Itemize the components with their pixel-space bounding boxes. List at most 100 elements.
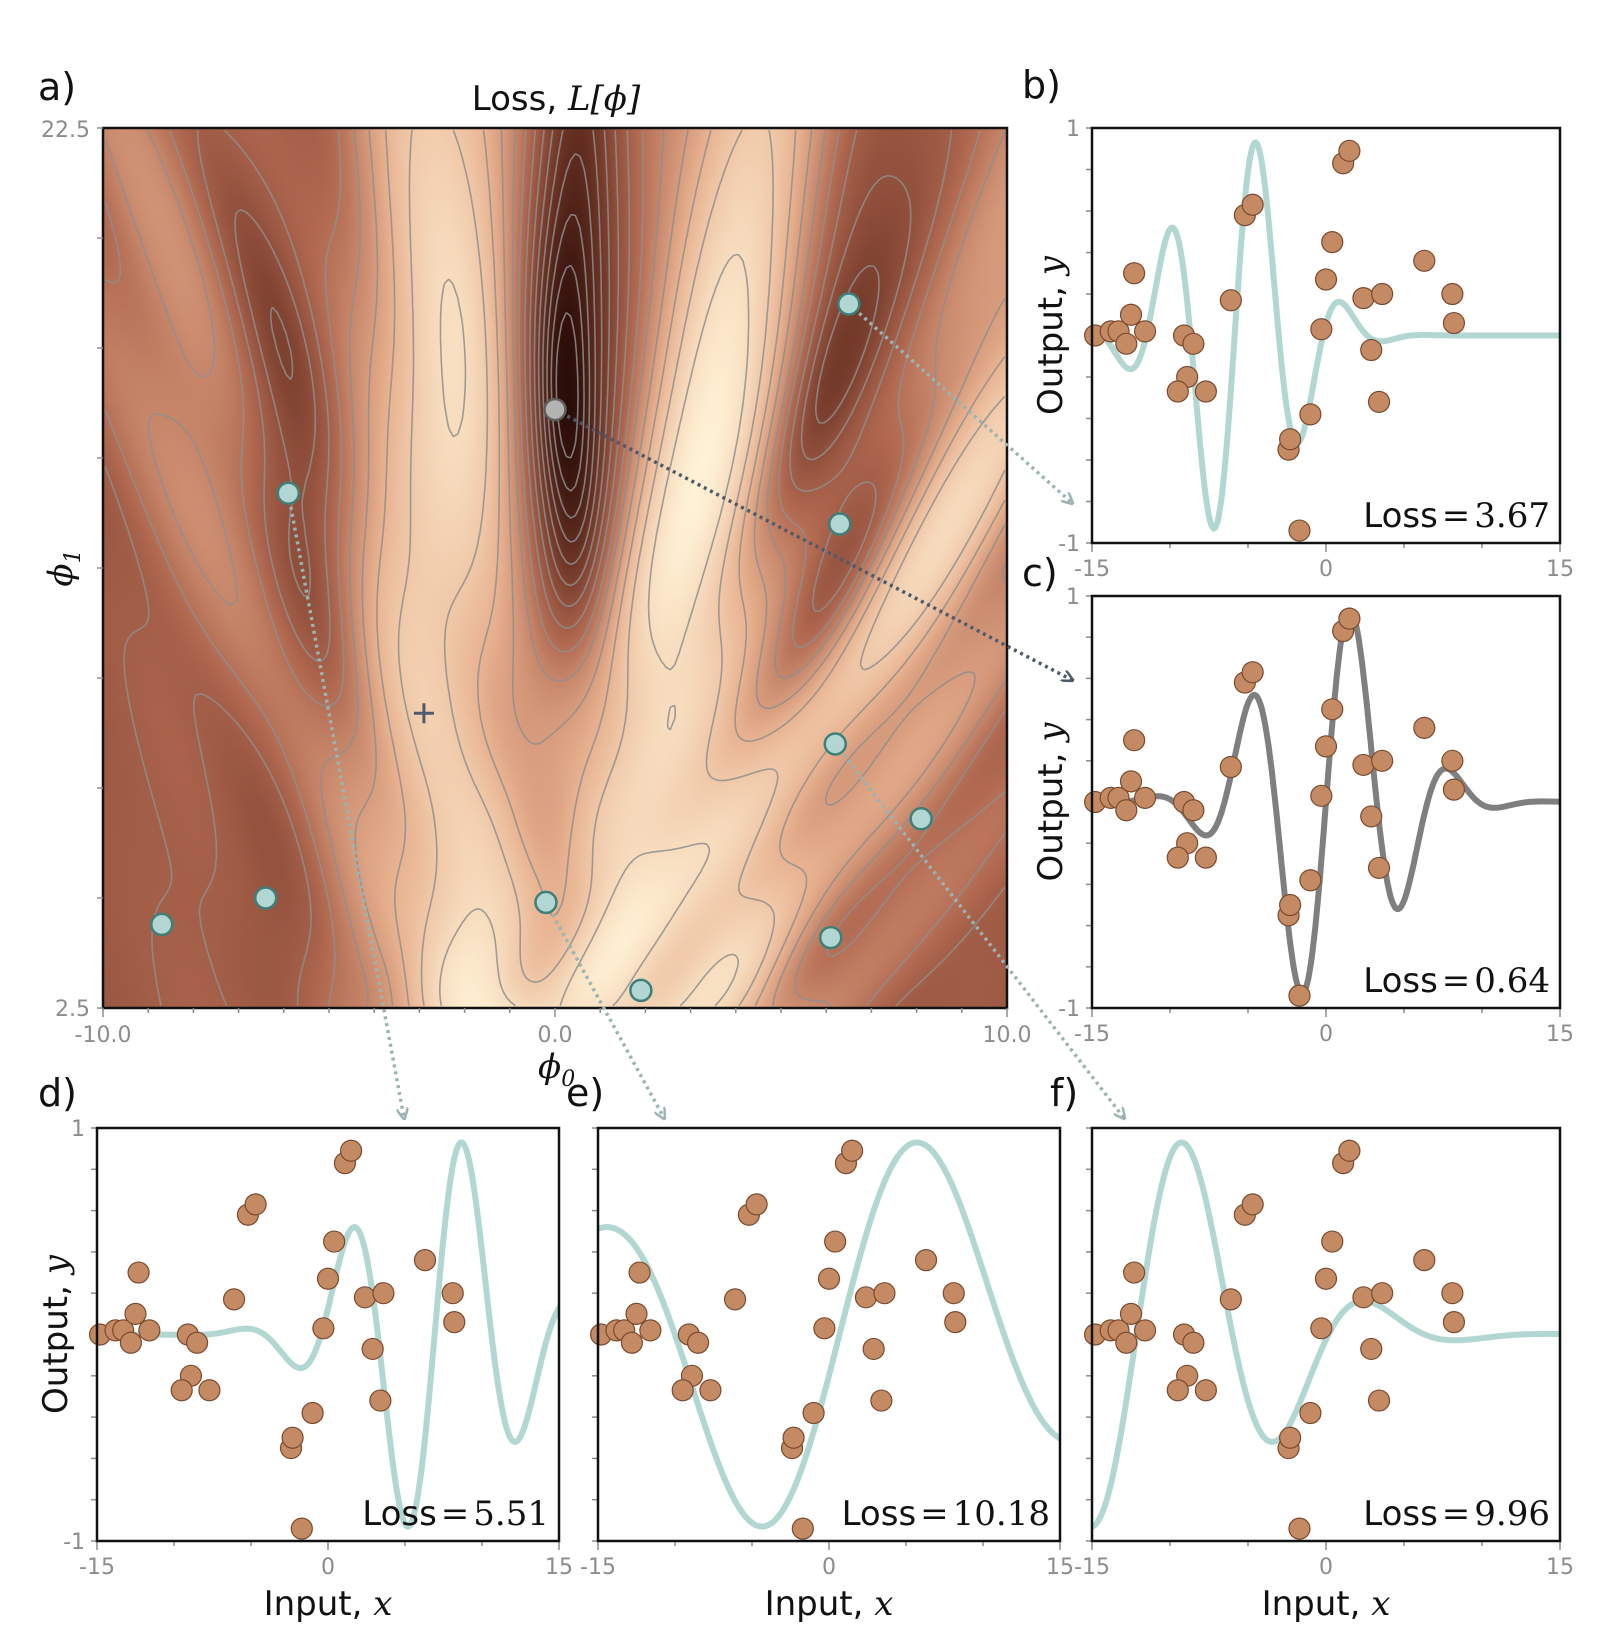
training-data-point: [312, 1317, 335, 1340]
training-data-point: [625, 1302, 648, 1325]
training-data-point: [1299, 403, 1322, 426]
training-data-point: [301, 1401, 324, 1425]
parameter-point: [837, 292, 861, 316]
loss-contours: [104, 129, 1006, 1007]
training-data-point: [340, 1139, 363, 1162]
parameter-point: [150, 912, 174, 937]
training-data-point: [119, 1331, 142, 1354]
contour-line: [354, 130, 1006, 1006]
x-tick-label: -15: [1074, 1022, 1110, 1047]
training-data-point: [1367, 1389, 1391, 1412]
training-data-point: [1279, 428, 1302, 451]
training-data-point: [1314, 735, 1338, 758]
x-tick-label: -15: [580, 1555, 616, 1580]
training-data-point: [802, 1401, 825, 1425]
panel-a: a) Loss, L[ϕ] -10.0 0.0 10.0 2.5 22.5 ϕ0…: [38, 65, 1031, 1092]
contour-line: [269, 130, 880, 587]
training-data-point: [1219, 1288, 1242, 1311]
training-data-point: [1321, 698, 1344, 721]
x-axis-label: ϕ0: [538, 1047, 575, 1092]
training-data-point: [1119, 770, 1143, 793]
contour-line: [537, 130, 603, 566]
training-data-point: [1338, 1139, 1361, 1162]
training-data-point: [1367, 856, 1391, 880]
panel-c-label: c): [1022, 551, 1058, 595]
training-data-point: [817, 1267, 841, 1290]
training-data-point: [281, 1426, 304, 1449]
y-axis-label: ϕ1: [41, 549, 86, 586]
training-data-point: [443, 1311, 466, 1334]
training-data-point: [1360, 1337, 1383, 1361]
y-axis-label: Output, y: [36, 1254, 76, 1414]
training-data-point: [1352, 1286, 1375, 1309]
training-data-point: [1119, 303, 1143, 326]
model-curve: [598, 1139, 1060, 1530]
y-tick-label: 1: [1066, 585, 1080, 610]
training-data-point: [1442, 778, 1466, 801]
panel-frame: [1090, 126, 1562, 545]
training-data-point: [1133, 786, 1157, 809]
parameter-point: [818, 925, 843, 950]
parameter-point: [276, 481, 301, 505]
training-data-point: [1442, 311, 1466, 335]
training-data-point: [782, 1426, 805, 1449]
x-axis-label: Input, x: [765, 1584, 894, 1624]
training-data-point: [862, 1337, 885, 1361]
x-tick-label: -15: [79, 1555, 115, 1580]
training-data-point: [870, 1389, 893, 1412]
training-data-point: [1115, 1331, 1138, 1354]
training-data-point: [671, 1379, 694, 1402]
panel-f-label: f): [1050, 1071, 1078, 1115]
training-data-point: [1413, 1249, 1436, 1272]
training-data-point: [840, 1139, 864, 1162]
x-axis-label: Input, x: [264, 1584, 393, 1624]
training-data-point: [1310, 1317, 1333, 1340]
panel-d: d) -15 0 15 1 -1 Loss = 5.51 Output, y Input, x: [36, 1071, 573, 1624]
training-data-point: [1310, 318, 1333, 341]
training-data-point: [1241, 661, 1264, 684]
parameter-point: [909, 807, 933, 831]
training-data-point: [323, 1230, 346, 1253]
x-tick-label: 15: [1546, 557, 1574, 582]
x-tick-label: -15: [1074, 557, 1110, 582]
training-data-point: [222, 1288, 246, 1311]
y-tick-label: -1: [1058, 997, 1080, 1022]
contour-line: [104, 129, 1006, 1007]
training-data-point: [745, 1193, 768, 1216]
panel-frame: [1090, 1126, 1562, 1543]
x-tick-label: 0: [1319, 1555, 1333, 1580]
x-tick-label: 15: [545, 1555, 573, 1580]
y-tick-label: -1: [63, 1530, 85, 1555]
training-data-point: [824, 1230, 847, 1253]
training-data-point: [170, 1379, 193, 1402]
model-curve: [1092, 1139, 1560, 1530]
connector-arrow: [833, 742, 1124, 1118]
contour-line: [439, 253, 750, 1007]
parameter-point: [823, 732, 847, 756]
training-data-point: [628, 1261, 651, 1284]
training-data-point: [1123, 1261, 1146, 1284]
loss-label: Loss = 5.51: [362, 1494, 549, 1534]
training-data-point: [699, 1379, 722, 1402]
panel-a-title: Loss, L[ϕ]: [472, 79, 641, 119]
training-data-point: [1442, 1311, 1466, 1334]
contour-line: [542, 152, 597, 543]
training-data-point: [290, 1517, 313, 1540]
x-tick-label: 15: [1546, 1555, 1574, 1580]
panel-f: f) -15 0 15 Loss = 9.96 Input, x: [1050, 1071, 1574, 1624]
x-tick-label: 0.0: [538, 1023, 573, 1048]
training-data-point: [1441, 1282, 1464, 1305]
training-data-point: [1360, 805, 1383, 828]
parameter-point: [534, 890, 558, 915]
training-data-point: [372, 1282, 395, 1305]
training-data-point: [1413, 716, 1436, 739]
training-data-point: [186, 1331, 209, 1354]
training-data-point: [1182, 1331, 1205, 1354]
contour-line: [550, 264, 585, 492]
x-tick-label: 0: [1319, 1022, 1333, 1047]
panel-a-label: a): [38, 65, 76, 109]
training-data-point: [686, 1331, 710, 1354]
y-tick-label: 2.5: [55, 997, 90, 1022]
training-data-point: [369, 1389, 392, 1412]
